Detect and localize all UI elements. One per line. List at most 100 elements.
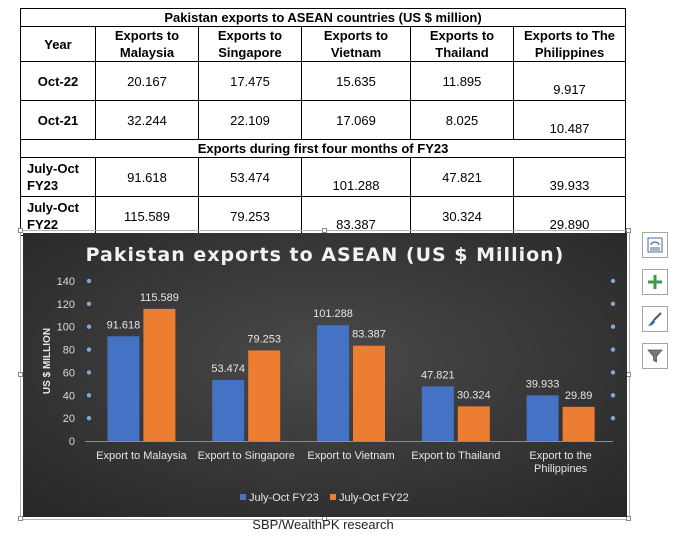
bar-fy22 (143, 308, 176, 441)
chart-elements-button[interactable] (642, 269, 668, 295)
table-title: Pakistan exports to ASEAN countries (US … (19, 8, 627, 27)
table-cell: 17.475 (198, 61, 302, 101)
x-tick-label: Export to Thailand (411, 450, 500, 462)
table-cell: 53.474 (198, 157, 302, 197)
chart-styles-button[interactable] (642, 306, 668, 332)
gridline-marker-left (86, 415, 92, 421)
resize-handle[interactable] (18, 516, 23, 521)
table-cell: 8.025 (410, 100, 514, 140)
bar-chart: Pakistan exports to ASEAN (US $ Million)… (23, 233, 627, 517)
data-label: 30.324 (457, 389, 491, 401)
gridline-marker-left (86, 278, 92, 284)
source-caption: SBP/WealthPK research (252, 517, 394, 532)
header-thailand: Exports to Thailand (410, 26, 514, 62)
table-cell: 83.387 (301, 196, 411, 236)
table-row: Oct-22 20.167 17.475 15.635 11.895 9.917 (20, 61, 627, 101)
legend-swatch (240, 494, 246, 500)
row-label: Oct-21 (20, 100, 96, 140)
gridline-marker-right (610, 324, 616, 329)
table-cell: 101.288 (301, 157, 411, 197)
resize-handle[interactable] (322, 228, 327, 233)
bar-fy23 (212, 379, 245, 441)
table-cell: 32.244 (95, 100, 199, 140)
table-cell: 10.487 (512, 100, 627, 140)
chart-filters-button[interactable] (642, 343, 668, 369)
table-cell: 15.635 (301, 61, 411, 101)
bar-fy23 (317, 325, 349, 441)
data-label: 47.821 (421, 369, 455, 381)
legend-swatch (330, 494, 336, 500)
table-cell: 22.109 (198, 100, 302, 140)
gridline-marker-right (610, 415, 616, 421)
data-label: 53.474 (211, 363, 245, 375)
header-philippines: Exports to The Philippines (512, 26, 627, 62)
resize-handle[interactable] (18, 372, 23, 377)
data-label: 91.618 (107, 319, 141, 331)
plus-icon (648, 275, 662, 289)
y-tick-label: 120 (57, 299, 75, 311)
gridline-marker-left (86, 370, 92, 375)
x-tick-label: Export to the (529, 450, 591, 462)
gridline-marker-right (610, 393, 616, 398)
x-tick-label: Export to Singapore (198, 450, 295, 462)
data-label: 29.89 (565, 390, 593, 402)
legend-label: July-Oct FY23 (249, 492, 319, 504)
bar-fy22 (457, 406, 490, 441)
brush-icon (648, 312, 662, 326)
y-tick-label: 0 (69, 436, 75, 448)
gridline-marker-right (610, 278, 616, 284)
row-label: July-Oct FY22 (20, 196, 96, 236)
x-tick-label: Export to Malaysia (96, 450, 187, 462)
table-cell: 115.589 (95, 196, 199, 236)
header-malaysia: Exports to Malaysia (95, 26, 199, 62)
resize-handle[interactable] (626, 516, 631, 521)
chart-layout-button[interactable] (642, 232, 668, 258)
gridline-marker-left (86, 324, 92, 329)
filter-icon (647, 349, 663, 363)
gridline-marker-left (86, 393, 92, 398)
y-tick-label: 80 (63, 345, 75, 357)
table-cell: 79.253 (198, 196, 302, 236)
data-label: 83.387 (352, 329, 386, 341)
y-tick-label: 60 (63, 367, 75, 379)
table-cell: 20.167 (95, 61, 199, 101)
x-tick-label: Philippines (534, 463, 588, 475)
gridline-marker-right (610, 370, 616, 375)
table-row: Oct-21 32.244 22.109 17.069 8.025 10.487 (20, 100, 627, 140)
legend-label: July-Oct FY22 (339, 492, 409, 504)
table-cell: 30.324 (410, 196, 514, 236)
y-tick-label: 40 (63, 390, 75, 402)
table-subtitle: Exports during first four months of FY23 (19, 139, 627, 158)
data-label: 79.253 (247, 333, 281, 345)
x-tick-label: Export to Vietnam (307, 450, 394, 462)
bar-fy23 (421, 386, 454, 441)
table-row: July-Oct FY23 91.618 53.474 101.288 47.8… (20, 157, 627, 197)
layout-icon (647, 237, 663, 253)
row-label: Oct-22 (20, 61, 96, 101)
header-singapore: Exports to Singapore (198, 26, 302, 62)
gridline-marker-left (86, 301, 92, 307)
row-label: July-Oct FY23 (20, 157, 96, 197)
bar-fy22 (248, 350, 281, 441)
y-axis-label: US $ MILLION (42, 328, 53, 394)
bar-fy22 (562, 406, 595, 441)
table-cell: 17.069 (301, 100, 411, 140)
bar-fy23 (107, 336, 140, 441)
data-label: 115.589 (140, 292, 179, 304)
exports-table: Pakistan exports to ASEAN countries (US … (19, 8, 627, 236)
data-label: 101.288 (313, 308, 353, 320)
table-row: July-Oct FY22 115.589 79.253 83.387 30.3… (20, 196, 627, 236)
table-cell: 11.895 (410, 61, 514, 101)
resize-handle[interactable] (626, 228, 631, 233)
bar-fy23 (526, 395, 559, 441)
y-tick-label: 140 (57, 276, 75, 288)
table-cell: 47.821 (410, 157, 514, 197)
y-tick-label: 100 (57, 322, 75, 334)
header-vietnam: Exports to Vietnam (301, 26, 411, 62)
chart-area[interactable]: Pakistan exports to ASEAN (US $ Million)… (18, 228, 631, 521)
y-tick-label: 20 (63, 413, 75, 425)
table-cell: 9.917 (512, 61, 627, 101)
header-year: Year (20, 26, 96, 62)
resize-handle[interactable] (18, 228, 23, 233)
chart-title: Pakistan exports to ASEAN (US $ Million) (86, 244, 565, 266)
